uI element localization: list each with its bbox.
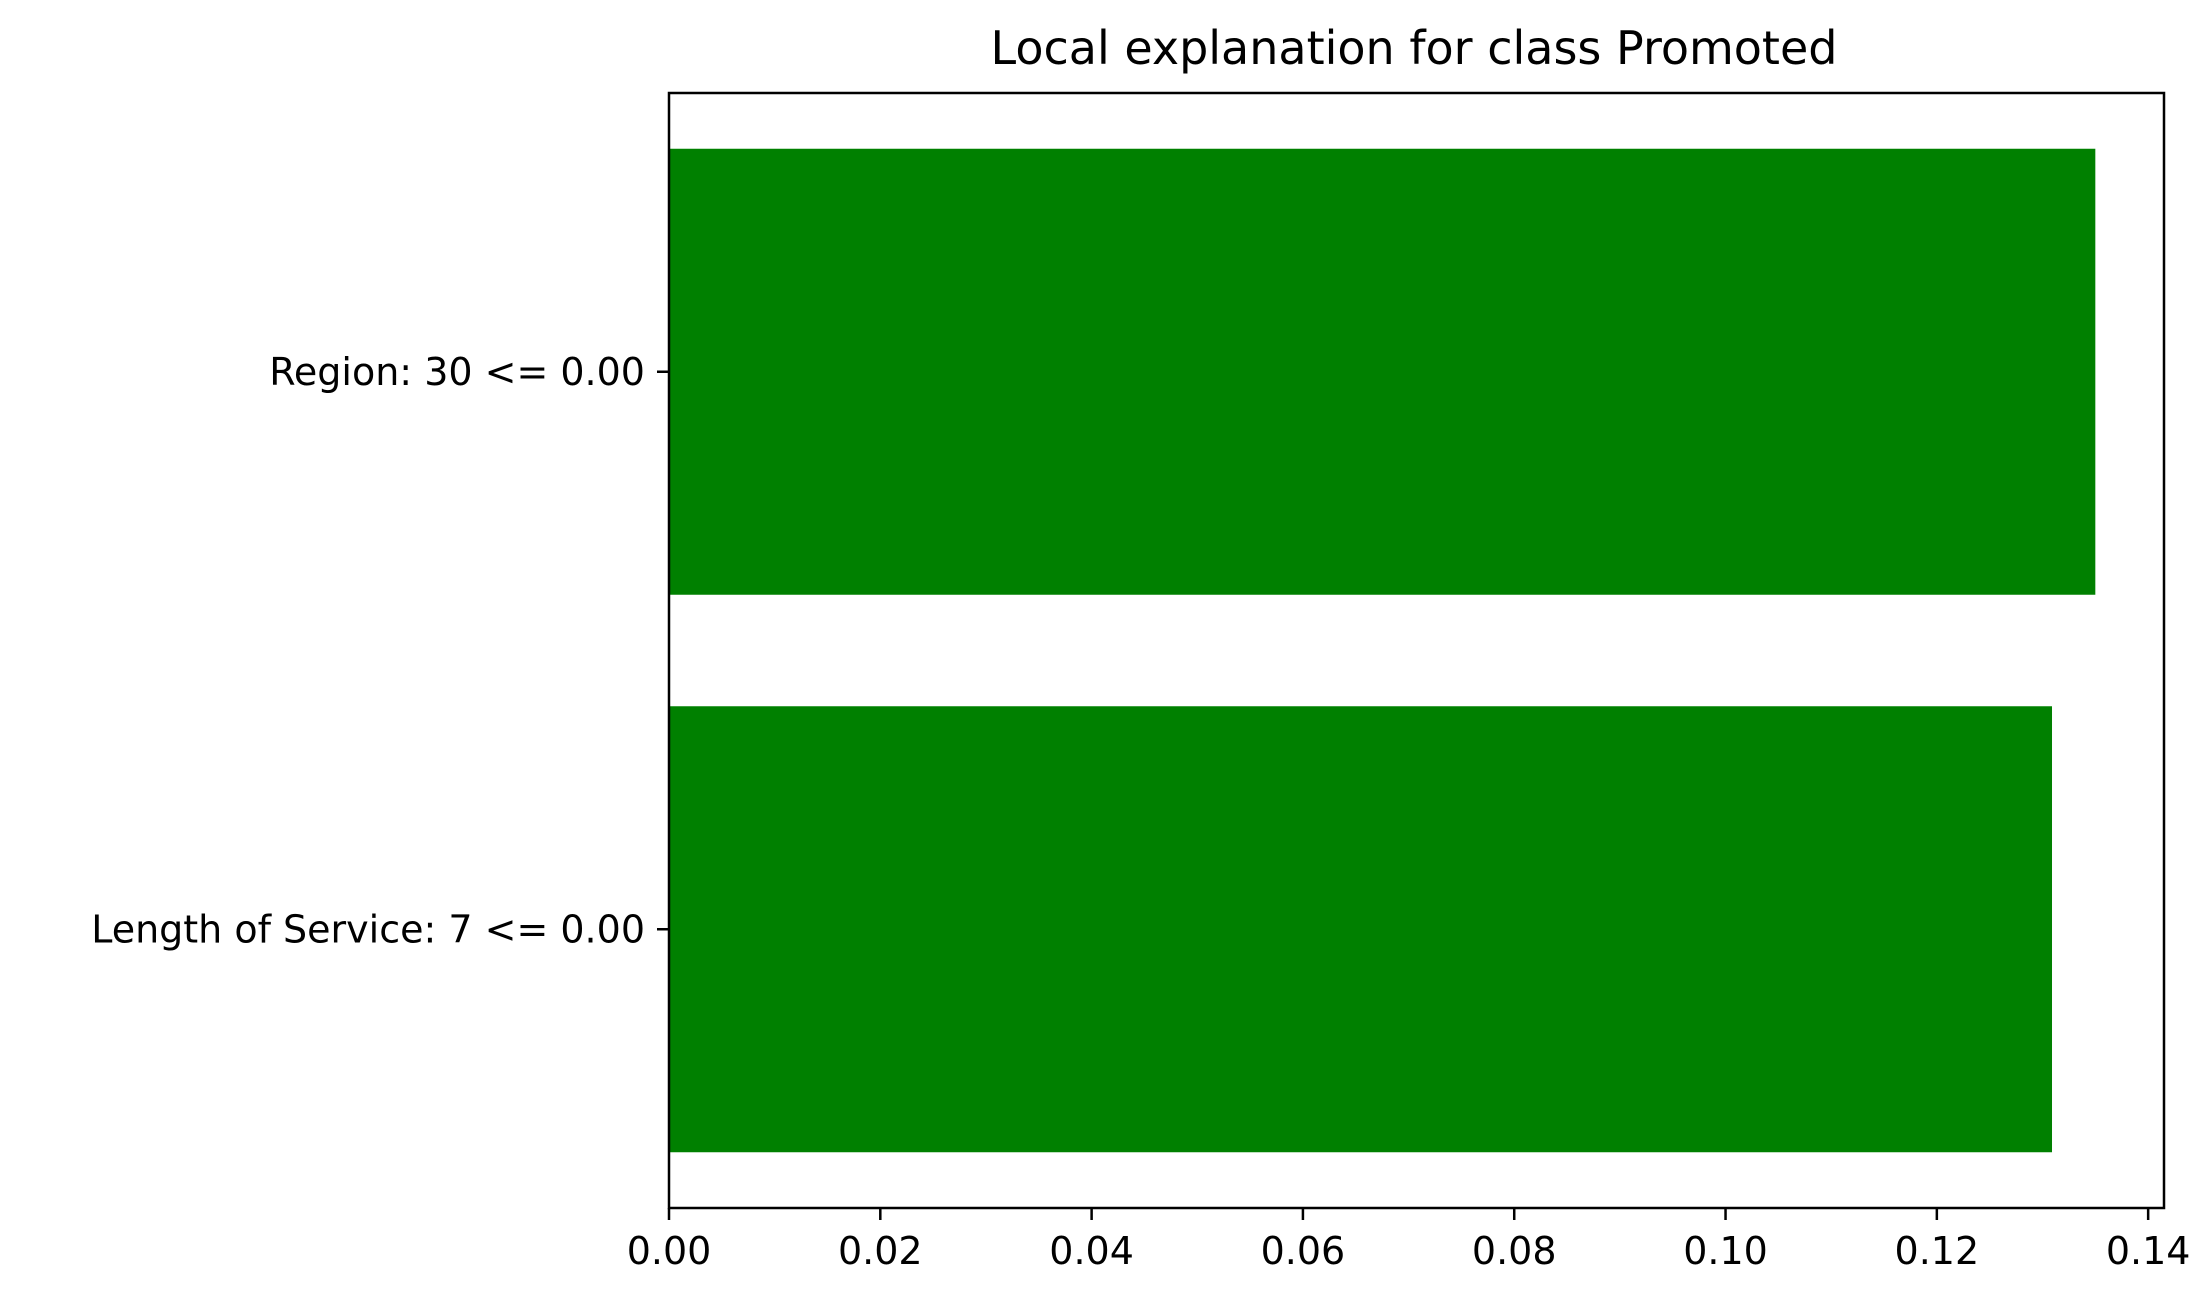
bars-group	[669, 148, 2096, 1153]
y-tick-label: Region: 30 <= 0.00	[269, 350, 645, 394]
x-tick-label: 0.00	[627, 1229, 712, 1273]
x-tick-label: 0.14	[2106, 1229, 2191, 1273]
plot-frame	[667, 91, 2166, 1210]
x-tick-label: 0.02	[838, 1229, 923, 1273]
x-axis: 0.00 0.02 0.04 0.06 0.08 0.10 0.12 0.14	[627, 1208, 2191, 1273]
bar	[669, 148, 2096, 595]
y-tick-label: Length of Service: 7 <= 0.00	[91, 907, 645, 951]
y-axis: Region: 30 <= 0.00 Length of Service: 7 <…	[91, 350, 669, 951]
x-tick-label: 0.08	[1472, 1229, 1557, 1273]
x-tick-label: 0.06	[1261, 1229, 1346, 1273]
x-tick-label: 0.12	[1895, 1229, 1980, 1273]
x-tick-label: 0.10	[1683, 1229, 1768, 1273]
chart-title: Local explanation for class Promoted	[991, 21, 1838, 75]
x-tick-label: 0.04	[1049, 1229, 1134, 1273]
bar	[669, 706, 2053, 1153]
